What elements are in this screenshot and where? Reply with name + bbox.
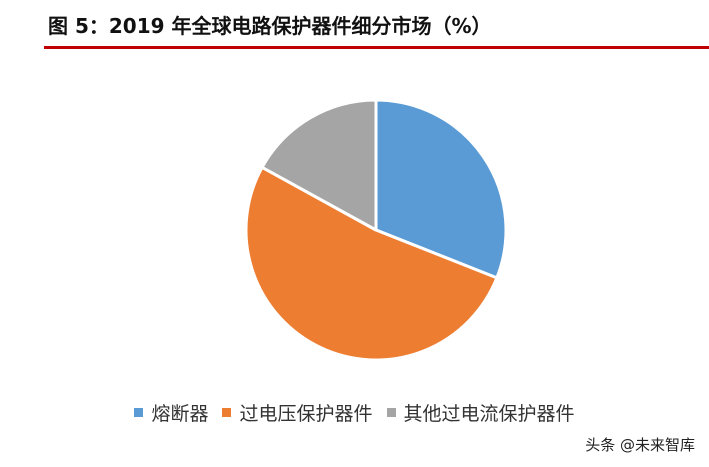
title-rule — [44, 46, 709, 49]
legend-label-fuse: 熔断器 — [151, 403, 209, 425]
figure-title: 图 5：2019 年全球电路保护器件细分市场（%） — [48, 14, 492, 38]
legend-item-overvoltage: 过电压保护器件 — [222, 399, 373, 426]
watermark-text: 头条 @未来智库 — [585, 436, 695, 454]
legend-item-other-overcurrent: 其他过电流保护器件 — [386, 399, 575, 426]
legend-item-fuse: 熔断器 — [134, 399, 208, 426]
pie-slice-other-overcurrent — [260, 98, 378, 232]
pie-slice-fuse — [374, 98, 508, 280]
pie-slice-overvoltage — [244, 165, 499, 362]
chart-legend: 熔断器 过电压保护器件 其他过电流保护器件 — [0, 399, 709, 426]
legend-swatch-fuse — [134, 408, 144, 417]
legend-swatch-other-overcurrent — [386, 408, 396, 417]
legend-label-other-overcurrent: 其他过电流保护器件 — [403, 403, 575, 425]
legend-swatch-overvoltage — [222, 408, 232, 417]
legend-label-overvoltage: 过电压保护器件 — [239, 403, 373, 425]
